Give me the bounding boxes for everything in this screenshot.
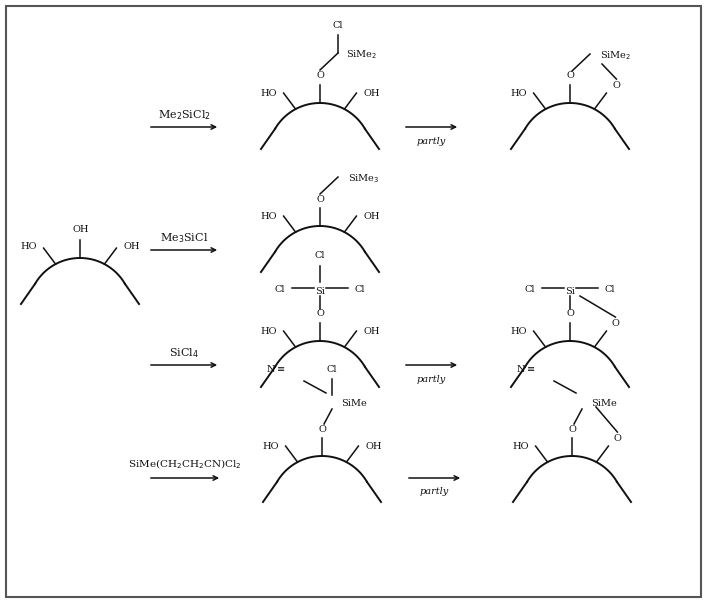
Text: partly: partly bbox=[416, 136, 445, 145]
Text: Cl: Cl bbox=[315, 251, 325, 260]
Text: OH: OH bbox=[363, 212, 380, 221]
Text: O: O bbox=[316, 195, 324, 203]
Text: partly: partly bbox=[419, 487, 449, 496]
Text: Cl: Cl bbox=[604, 285, 615, 294]
Text: N$\equiv$: N$\equiv$ bbox=[267, 364, 286, 374]
Text: HO: HO bbox=[21, 242, 37, 251]
Text: O: O bbox=[566, 309, 574, 318]
Text: Si: Si bbox=[565, 288, 575, 297]
Text: Me$_3$SiCl: Me$_3$SiCl bbox=[160, 231, 208, 245]
Text: OH: OH bbox=[365, 441, 382, 450]
Text: Me$_2$SiCl$_2$: Me$_2$SiCl$_2$ bbox=[158, 108, 211, 122]
Text: Cl: Cl bbox=[327, 364, 337, 373]
Text: SiMe: SiMe bbox=[591, 399, 617, 408]
Text: SiMe: SiMe bbox=[341, 399, 367, 408]
Text: SiCl$_4$: SiCl$_4$ bbox=[169, 346, 199, 360]
Text: OH: OH bbox=[123, 242, 140, 251]
Text: O: O bbox=[566, 72, 574, 80]
Text: HO: HO bbox=[260, 89, 277, 98]
Text: O: O bbox=[318, 425, 326, 434]
Text: OH: OH bbox=[73, 226, 89, 235]
Text: OH: OH bbox=[363, 327, 380, 336]
Text: O: O bbox=[614, 434, 621, 443]
Text: O: O bbox=[568, 425, 576, 434]
FancyBboxPatch shape bbox=[6, 6, 701, 597]
Text: Cl: Cl bbox=[333, 21, 344, 30]
Text: HO: HO bbox=[510, 327, 527, 336]
Text: SiMe$_2$: SiMe$_2$ bbox=[600, 49, 631, 62]
Text: N$\equiv$: N$\equiv$ bbox=[516, 364, 536, 374]
Text: Cl: Cl bbox=[525, 285, 535, 294]
Text: O: O bbox=[316, 71, 324, 80]
Text: HO: HO bbox=[260, 327, 277, 336]
Text: Si: Si bbox=[315, 288, 325, 297]
Text: HO: HO bbox=[510, 89, 527, 98]
Text: SiMe$_3$: SiMe$_3$ bbox=[349, 172, 380, 185]
Text: O: O bbox=[316, 309, 324, 318]
Text: SiMe$_2$: SiMe$_2$ bbox=[346, 49, 378, 62]
Text: HO: HO bbox=[513, 441, 529, 450]
Text: Cl: Cl bbox=[355, 285, 366, 294]
Text: partly: partly bbox=[416, 374, 445, 384]
Text: HO: HO bbox=[260, 212, 277, 221]
Text: SiMe(CH$_2$CH$_2$CN)Cl$_2$: SiMe(CH$_2$CH$_2$CN)Cl$_2$ bbox=[128, 457, 242, 471]
Text: HO: HO bbox=[262, 441, 279, 450]
Text: O: O bbox=[612, 81, 620, 90]
Text: O: O bbox=[612, 318, 619, 327]
Text: OH: OH bbox=[363, 89, 380, 98]
Text: Cl: Cl bbox=[275, 285, 285, 294]
